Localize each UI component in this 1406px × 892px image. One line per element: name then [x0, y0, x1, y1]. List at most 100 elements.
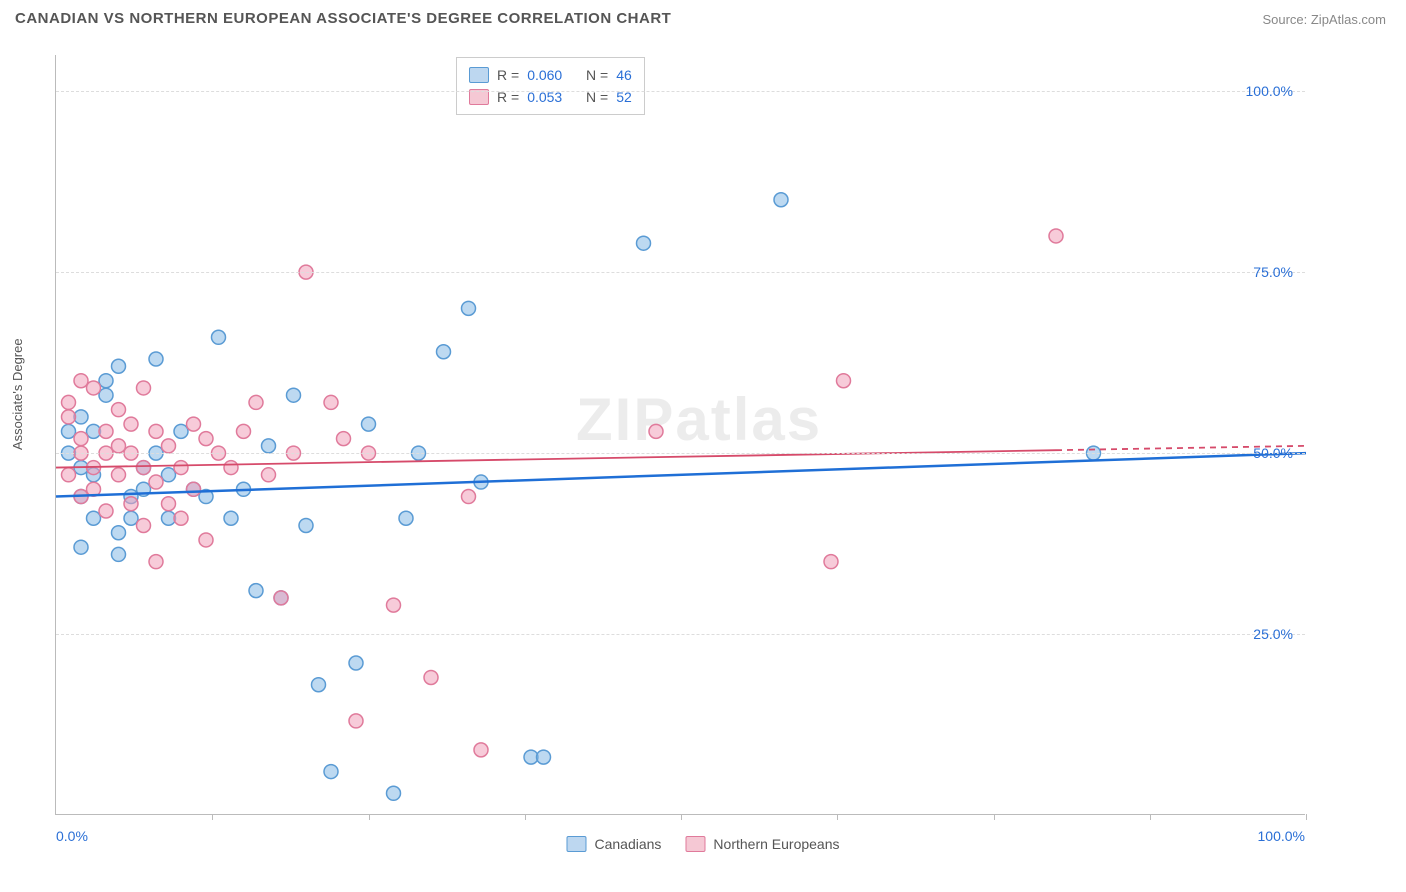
- data-point: [249, 584, 263, 598]
- legend-n-value: 46: [616, 67, 632, 83]
- x-tick-label: 100.0%: [1258, 828, 1305, 844]
- data-point: [824, 555, 838, 569]
- x-tick: [1150, 814, 1151, 820]
- data-point: [262, 439, 276, 453]
- data-point: [149, 352, 163, 366]
- data-point: [74, 432, 88, 446]
- data-point: [87, 381, 101, 395]
- x-tick-label: 0.0%: [56, 828, 88, 844]
- series-legend: Canadians Northern Europeans: [566, 836, 839, 852]
- x-tick: [994, 814, 995, 820]
- data-point: [387, 598, 401, 612]
- data-point: [124, 417, 138, 431]
- data-point: [87, 511, 101, 525]
- scatter-plot-area: ZIPatlas R = 0.060 N = 46 R = 0.053 N = …: [55, 55, 1305, 815]
- legend-n-label: N =: [586, 67, 608, 83]
- y-tick-label: 75.0%: [1253, 264, 1293, 280]
- trend-line: [56, 453, 1306, 496]
- data-point: [437, 345, 451, 359]
- x-tick: [369, 814, 370, 820]
- gridline: [56, 453, 1305, 454]
- data-point: [149, 475, 163, 489]
- data-point: [62, 468, 76, 482]
- data-point: [62, 410, 76, 424]
- data-point: [99, 504, 113, 518]
- data-point: [74, 374, 88, 388]
- x-tick: [837, 814, 838, 820]
- data-point: [99, 424, 113, 438]
- data-point: [474, 743, 488, 757]
- legend-swatch-blue: [469, 67, 489, 83]
- y-tick-label: 100.0%: [1246, 83, 1293, 99]
- data-point: [112, 439, 126, 453]
- data-point: [99, 388, 113, 402]
- gridline: [56, 91, 1305, 92]
- data-point: [137, 461, 151, 475]
- legend-row-europeans: R = 0.053 N = 52: [469, 86, 632, 108]
- data-point: [274, 591, 288, 605]
- legend-swatch-blue: [566, 836, 586, 852]
- data-point: [99, 374, 113, 388]
- data-point: [162, 497, 176, 511]
- gridline: [56, 634, 1305, 635]
- data-point: [124, 511, 138, 525]
- x-tick: [212, 814, 213, 820]
- data-point: [137, 518, 151, 532]
- data-point: [162, 468, 176, 482]
- data-point: [1049, 229, 1063, 243]
- data-point: [112, 468, 126, 482]
- legend-row-canadians: R = 0.060 N = 46: [469, 64, 632, 86]
- data-point: [324, 765, 338, 779]
- data-point: [62, 395, 76, 409]
- data-point: [174, 461, 188, 475]
- data-point: [837, 374, 851, 388]
- x-tick: [681, 814, 682, 820]
- data-point: [774, 193, 788, 207]
- data-point: [637, 236, 651, 250]
- data-point: [324, 395, 338, 409]
- data-point: [462, 490, 476, 504]
- source-attribution: Source: ZipAtlas.com: [1262, 12, 1386, 27]
- data-point: [149, 555, 163, 569]
- data-point: [337, 432, 351, 446]
- plot-svg: [56, 55, 1306, 815]
- data-point: [212, 330, 226, 344]
- data-point: [137, 381, 151, 395]
- correlation-legend: R = 0.060 N = 46 R = 0.053 N = 52: [456, 57, 645, 115]
- data-point: [312, 678, 326, 692]
- data-point: [174, 424, 188, 438]
- data-point: [349, 714, 363, 728]
- data-point: [199, 533, 213, 547]
- data-point: [399, 511, 413, 525]
- gridline: [56, 272, 1305, 273]
- y-tick-label: 25.0%: [1253, 626, 1293, 642]
- data-point: [187, 417, 201, 431]
- chart-title: CANADIAN VS NORTHERN EUROPEAN ASSOCIATE'…: [15, 10, 671, 27]
- legend-item-canadians: Canadians: [566, 836, 661, 852]
- data-point: [187, 482, 201, 496]
- y-axis-label: Associate's Degree: [10, 338, 25, 450]
- data-point: [112, 403, 126, 417]
- source-name: ZipAtlas.com: [1311, 12, 1386, 27]
- x-tick: [525, 814, 526, 820]
- data-point: [249, 395, 263, 409]
- data-point: [162, 439, 176, 453]
- data-point: [537, 750, 551, 764]
- data-point: [262, 468, 276, 482]
- y-tick-label: 50.0%: [1253, 445, 1293, 461]
- data-point: [224, 461, 238, 475]
- legend-swatch-pink: [685, 836, 705, 852]
- data-point: [149, 424, 163, 438]
- data-point: [237, 424, 251, 438]
- data-point: [349, 656, 363, 670]
- legend-r-label: R =: [497, 67, 519, 83]
- data-point: [462, 301, 476, 315]
- data-point: [62, 424, 76, 438]
- data-point: [387, 786, 401, 800]
- data-point: [112, 359, 126, 373]
- legend-label: Northern Europeans: [713, 836, 839, 852]
- data-point: [299, 518, 313, 532]
- data-point: [287, 388, 301, 402]
- data-point: [362, 417, 376, 431]
- legend-r-value: 0.060: [527, 67, 562, 83]
